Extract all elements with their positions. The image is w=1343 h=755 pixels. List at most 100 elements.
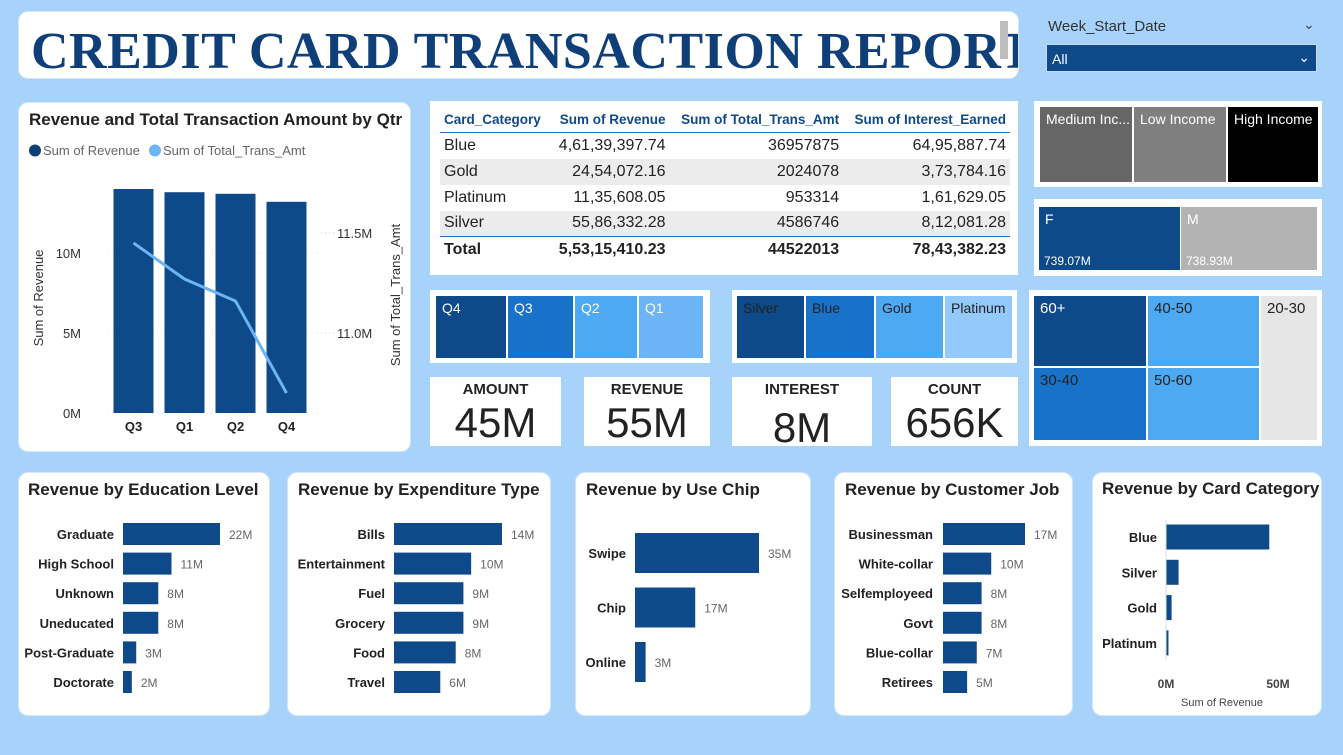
category-label: Uneducated (40, 616, 114, 631)
bar[interactable] (635, 587, 696, 628)
table-total-cell: 5,53,15,410.23 (549, 236, 670, 263)
age-tile-20-30[interactable]: 20-30 (1261, 296, 1317, 440)
bar[interactable] (635, 533, 759, 573)
income-tile-high[interactable]: High Income (1228, 107, 1318, 182)
age-tile-30-40[interactable]: 30-40 (1034, 368, 1146, 440)
y2-tick-label: 11.5M (337, 226, 372, 241)
bar[interactable] (1166, 559, 1179, 585)
age-tile-40-50[interactable]: 40-50 (1148, 296, 1259, 366)
category-label: Bills (358, 527, 385, 542)
table-row[interactable]: Gold 24,54,072.16 2024078 3,73,784.16 (440, 158, 1010, 185)
bar[interactable] (1166, 630, 1169, 656)
data-label: 8M (991, 587, 1008, 601)
bar[interactable] (123, 552, 172, 575)
gender-tile-value: 739.07M (1044, 254, 1091, 268)
bar[interactable] (943, 552, 992, 575)
y-axis-label: Sum of Revenue (31, 250, 46, 347)
category-tile-silver[interactable]: Silver (737, 296, 804, 358)
gender-tile-label: F (1045, 211, 1054, 227)
kpi-card-interest: INTEREST 8M (732, 377, 872, 446)
category-tile-platinum[interactable]: Platinum (945, 296, 1012, 358)
column-header-revenue[interactable]: Sum of Revenue (549, 112, 670, 133)
kpi-card-count: COUNT 656K (891, 377, 1018, 446)
revenue-bar[interactable] (113, 189, 154, 413)
income-tile-medium[interactable]: Medium Inc... (1040, 107, 1132, 182)
kpi-label: REVENUE (610, 381, 684, 398)
bar[interactable] (123, 582, 159, 605)
bar[interactable] (394, 582, 464, 605)
bar[interactable] (943, 641, 977, 664)
category-label: Govt (903, 616, 933, 631)
bar[interactable] (943, 611, 982, 634)
table-cell: 4,61,39,397.74 (558, 136, 666, 154)
bar[interactable] (394, 523, 502, 545)
data-label: 2M (141, 676, 158, 690)
y-tick-label: 5M (63, 326, 81, 341)
table-row[interactable]: Platinum 11,35,608.05 953314 1,61,629.05 (440, 185, 1010, 211)
bar[interactable] (123, 671, 132, 693)
gender-tile-m[interactable]: M 738.93M (1181, 207, 1317, 270)
bar[interactable] (394, 552, 472, 575)
category-label: Blue (1129, 530, 1157, 545)
category-label: Travel (347, 675, 385, 690)
quarter-tile-q3[interactable]: Q3 (508, 296, 573, 358)
quarter-tile-q2[interactable]: Q2 (575, 296, 637, 358)
bar[interactable] (1166, 524, 1270, 550)
gender-treemap: F 739.07M M 738.93M (1034, 199, 1322, 276)
income-tile-low[interactable]: Low Income (1134, 107, 1226, 182)
revenue-by-card-category-card: Revenue by Card Category Blue Silver Gold P… (1092, 472, 1322, 716)
bar[interactable] (943, 523, 1025, 545)
slicer-collapse-chevron-icon[interactable]: ⌄ (1303, 16, 1315, 32)
legend-label-revenue: Sum of Revenue (43, 143, 140, 158)
category-label: Graduate (57, 527, 114, 542)
y2-tick-label: 11.0M (337, 326, 372, 341)
y2-axis-label: Sum of Total_Trans_Amt (388, 223, 403, 366)
bar[interactable] (123, 611, 159, 634)
quarter-tile-q4[interactable]: Q4 (436, 296, 506, 358)
category-tile-blue[interactable]: Blue (806, 296, 874, 358)
title-scrollbar[interactable] (1000, 21, 1008, 59)
age-tile-60-plus[interactable]: 60+ (1034, 296, 1146, 366)
data-label: 11M (181, 558, 203, 572)
table-total-row: Total 5,53,15,410.23 44522013 78,43,382.… (440, 236, 1010, 263)
bar[interactable] (394, 611, 464, 634)
bar[interactable] (1166, 595, 1172, 621)
table-cell: 55,86,332.28 (549, 210, 670, 237)
data-label: 8M (991, 617, 1008, 631)
revenue-bar[interactable] (266, 201, 307, 413)
category-label: Food (353, 645, 385, 660)
age-tile-50-60[interactable]: 50-60 (1148, 368, 1259, 440)
table-row[interactable]: Silver 55,86,332.28 4586746 8,12,081.28 (440, 210, 1010, 237)
table-total-cell: Total (440, 236, 550, 263)
gender-tile-f[interactable]: F 739.07M (1039, 207, 1180, 270)
column-header-total-trans-amt[interactable]: Sum of Total_Trans_Amt (669, 112, 844, 133)
bar[interactable] (123, 523, 220, 545)
category-label: Grocery (335, 616, 386, 631)
chart-title: Revenue by Customer Job (845, 480, 1060, 499)
revenue-by-education-chart: Graduate 22M High School 11M Unknown 8M Uneduc… (24, 523, 252, 693)
bar[interactable] (394, 671, 441, 693)
bar[interactable] (394, 641, 456, 664)
revenue-by-use-chip-card: Revenue by Use Chip Swipe 35M Chip 17M Onlin… (575, 472, 811, 716)
week-start-date-dropdown[interactable]: All ⌄ (1046, 44, 1317, 72)
category-label: Blue-collar (866, 645, 933, 660)
column-header-card-category[interactable]: Card_Category (440, 112, 550, 133)
column-header-interest-earned[interactable]: Sum of Interest_Earned (843, 112, 1010, 133)
bar[interactable] (635, 642, 646, 682)
bar[interactable] (943, 582, 982, 605)
bar[interactable] (123, 641, 137, 664)
quarter-tile-q1[interactable]: Q1 (639, 296, 703, 358)
data-label: 22M (229, 528, 252, 542)
revenue-bar[interactable] (164, 192, 205, 413)
category-tile-gold[interactable]: Gold (876, 296, 943, 358)
revenue-by-education-card: Revenue by Education Level Graduate 22M Hi… (18, 472, 270, 716)
revenue-by-qtr-chart-card: Revenue and Total Transaction Amount by … (18, 102, 411, 452)
category-label: Unknown (56, 586, 115, 601)
table-cell: 8,12,081.28 (843, 210, 1010, 237)
table-row[interactable]: Blue 4,61,39,397.74 36957875 64,95,887.7… (440, 133, 1010, 159)
chart-title: Revenue by Expenditure Type (298, 480, 540, 499)
category-label: Online (586, 655, 626, 670)
bar[interactable] (943, 671, 968, 693)
category-label: White-collar (859, 557, 933, 572)
table-cell: 2024078 (669, 158, 844, 185)
